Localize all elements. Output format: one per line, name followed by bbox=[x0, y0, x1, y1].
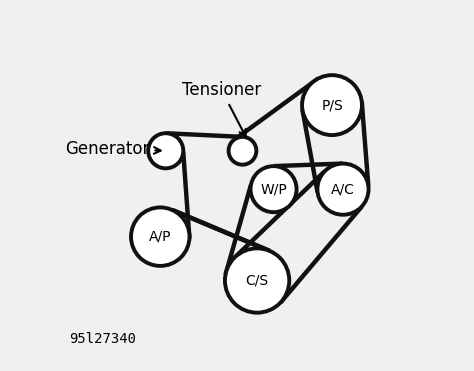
Circle shape bbox=[302, 75, 362, 135]
Text: C/S: C/S bbox=[246, 273, 269, 288]
Text: 95l27340: 95l27340 bbox=[69, 332, 136, 346]
Text: Generator: Generator bbox=[65, 140, 161, 158]
Text: A/C: A/C bbox=[331, 182, 355, 196]
Text: P/S: P/S bbox=[321, 98, 343, 112]
Circle shape bbox=[131, 207, 190, 266]
Circle shape bbox=[225, 248, 289, 313]
Text: W/P: W/P bbox=[260, 182, 287, 196]
Text: A/P: A/P bbox=[149, 230, 172, 244]
Circle shape bbox=[251, 166, 297, 212]
Circle shape bbox=[318, 164, 369, 215]
Circle shape bbox=[148, 133, 183, 168]
Text: Tensioner: Tensioner bbox=[182, 82, 262, 137]
Circle shape bbox=[228, 137, 256, 165]
